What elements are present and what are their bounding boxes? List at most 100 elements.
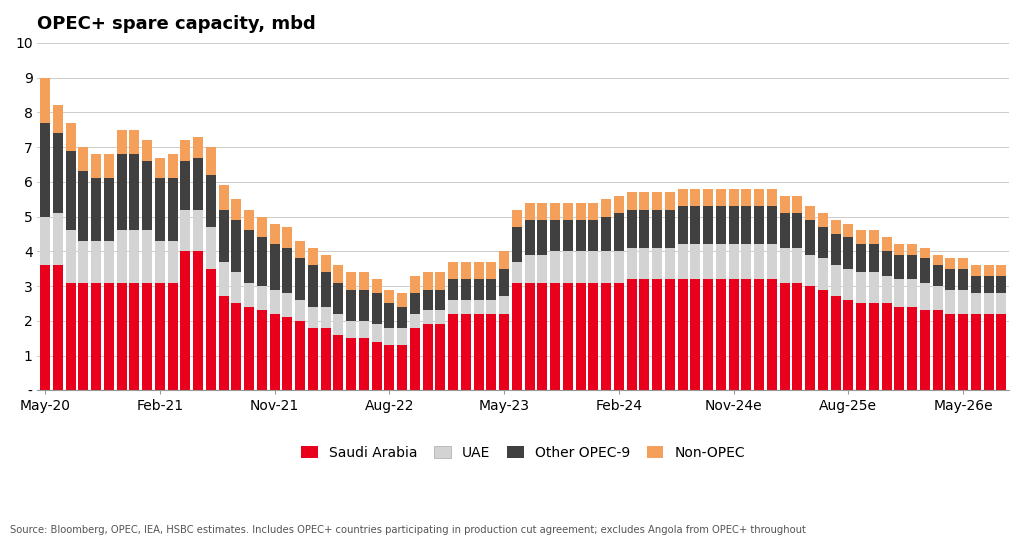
- Bar: [945, 268, 955, 289]
- Bar: [639, 279, 649, 390]
- Bar: [40, 77, 50, 123]
- Bar: [678, 244, 687, 279]
- Bar: [575, 282, 586, 390]
- Bar: [295, 300, 305, 321]
- Bar: [91, 282, 101, 390]
- Bar: [920, 258, 930, 282]
- Bar: [512, 261, 522, 282]
- Bar: [180, 161, 190, 210]
- Bar: [372, 279, 382, 293]
- Bar: [601, 282, 611, 390]
- Bar: [767, 189, 777, 206]
- Bar: [958, 258, 968, 268]
- Bar: [614, 251, 624, 282]
- Bar: [384, 289, 394, 303]
- Bar: [91, 241, 101, 282]
- Bar: [53, 213, 62, 265]
- Bar: [372, 293, 382, 324]
- Bar: [996, 275, 1007, 293]
- Bar: [882, 251, 892, 275]
- Bar: [639, 192, 649, 210]
- Bar: [244, 282, 254, 307]
- Bar: [206, 175, 216, 227]
- Bar: [168, 154, 177, 179]
- Bar: [257, 310, 267, 390]
- Bar: [321, 272, 331, 307]
- Bar: [589, 220, 598, 251]
- Bar: [219, 185, 228, 210]
- Bar: [461, 314, 471, 390]
- Bar: [996, 265, 1007, 275]
- Bar: [971, 293, 981, 314]
- Bar: [563, 203, 572, 220]
- Bar: [538, 282, 548, 390]
- Bar: [512, 282, 522, 390]
- Bar: [142, 161, 153, 230]
- Bar: [384, 345, 394, 390]
- Bar: [283, 227, 292, 248]
- Bar: [678, 206, 687, 244]
- Bar: [793, 196, 803, 213]
- Bar: [538, 220, 548, 255]
- Bar: [103, 154, 114, 179]
- Bar: [971, 275, 981, 293]
- Bar: [920, 248, 930, 258]
- Bar: [423, 324, 432, 390]
- Bar: [321, 255, 331, 272]
- Bar: [652, 248, 663, 279]
- Bar: [461, 300, 471, 314]
- Bar: [269, 289, 280, 314]
- Bar: [397, 345, 408, 390]
- Bar: [269, 314, 280, 390]
- Bar: [410, 293, 420, 314]
- Bar: [690, 244, 700, 279]
- Bar: [627, 192, 637, 210]
- Bar: [66, 151, 76, 230]
- Bar: [219, 210, 228, 261]
- Bar: [703, 244, 713, 279]
- Bar: [958, 314, 968, 390]
- Bar: [933, 310, 942, 390]
- Bar: [882, 303, 892, 390]
- Bar: [321, 328, 331, 390]
- Bar: [844, 237, 853, 268]
- Bar: [754, 244, 764, 279]
- Bar: [575, 251, 586, 282]
- Bar: [716, 244, 726, 279]
- Bar: [91, 154, 101, 179]
- Text: Source: Bloomberg, OPEC, IEA, HSBC estimates. Includes OPEC+ countries participa: Source: Bloomberg, OPEC, IEA, HSBC estim…: [10, 525, 806, 535]
- Bar: [257, 237, 267, 286]
- Bar: [155, 241, 165, 282]
- Bar: [984, 293, 993, 314]
- Bar: [410, 328, 420, 390]
- Bar: [103, 179, 114, 241]
- Bar: [754, 189, 764, 206]
- Bar: [550, 220, 560, 251]
- Bar: [996, 314, 1007, 390]
- Bar: [499, 268, 509, 296]
- Bar: [142, 282, 153, 390]
- Bar: [308, 248, 317, 265]
- Bar: [384, 328, 394, 345]
- Bar: [397, 307, 408, 328]
- Bar: [767, 279, 777, 390]
- Bar: [920, 282, 930, 310]
- Bar: [219, 261, 228, 296]
- Bar: [894, 279, 904, 307]
- Bar: [231, 272, 242, 303]
- Bar: [550, 251, 560, 282]
- Bar: [219, 296, 228, 390]
- Bar: [665, 210, 675, 248]
- Bar: [358, 338, 369, 390]
- Bar: [933, 255, 942, 265]
- Bar: [524, 203, 535, 220]
- Bar: [575, 220, 586, 251]
- Bar: [180, 210, 190, 251]
- Bar: [767, 206, 777, 244]
- Bar: [818, 213, 827, 227]
- Bar: [945, 314, 955, 390]
- Bar: [933, 265, 942, 286]
- Bar: [103, 282, 114, 390]
- Bar: [614, 282, 624, 390]
- Bar: [129, 230, 139, 282]
